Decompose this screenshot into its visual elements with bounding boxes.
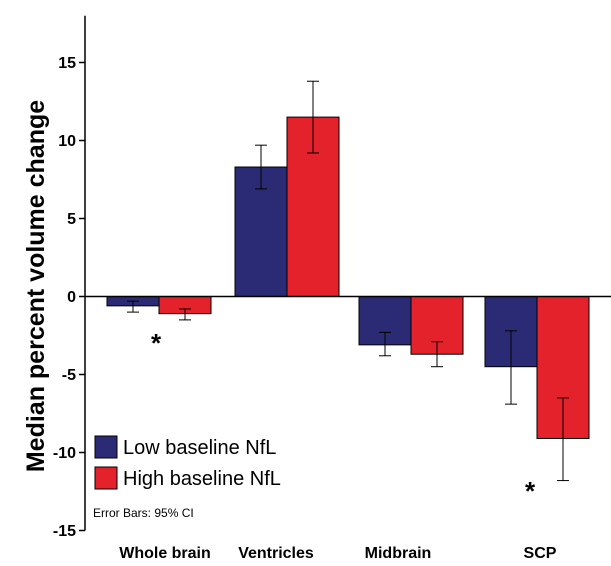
y-tick-label: 15 (58, 55, 76, 72)
legend-label: High baseline NfL (123, 468, 281, 490)
x-tick-label: Whole brain (119, 545, 211, 562)
significance-marker: * (151, 328, 162, 358)
y-axis-label: Median percent volume change (22, 100, 50, 472)
y-tick-label: -5 (62, 367, 76, 384)
error-bar-note: Error Bars: 95% CI (93, 506, 194, 520)
x-tick-label: Midbrain (365, 545, 432, 562)
y-tick-label: -10 (53, 445, 76, 462)
y-tick-label: 5 (67, 211, 76, 228)
bar-high-2 (410, 296, 464, 355)
y-tick-label: 10 (58, 133, 76, 150)
x-tick-label: SCP (524, 545, 557, 562)
significance-marker: * (525, 476, 536, 506)
y-tick-label: 0 (67, 289, 76, 306)
legend-swatch (94, 435, 118, 459)
legend-swatch (94, 466, 118, 490)
y-tick-label: -15 (53, 523, 76, 540)
x-tick-label: Ventricles (238, 545, 314, 562)
legend-label: Low baseline NfL (123, 437, 276, 459)
